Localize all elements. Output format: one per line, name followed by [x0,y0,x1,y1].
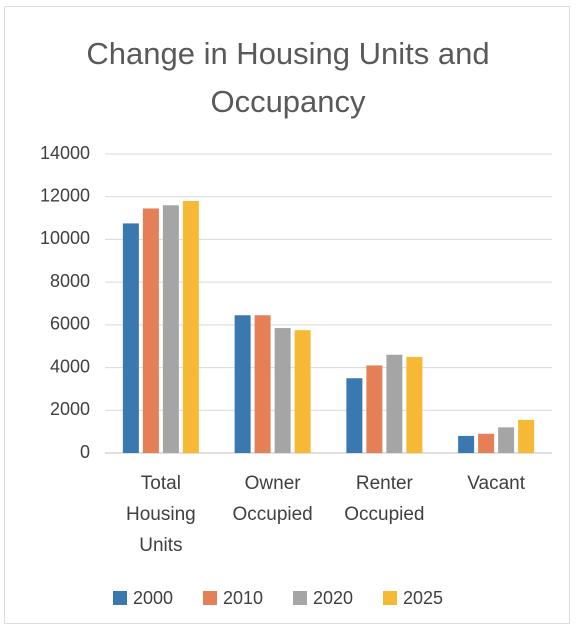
legend-swatch [383,591,397,605]
y-tick-label: 8000 [50,271,90,291]
legend-label: 2010 [223,588,263,608]
y-tick-label: 12000 [40,185,90,205]
legend-label: 2020 [313,588,353,608]
bar [234,315,251,453]
legend-swatch [293,591,307,605]
legend-label: 2000 [133,588,173,608]
x-tick-label: Total Housing Units [126,473,196,556]
bar [518,419,535,453]
bar [182,200,199,453]
y-tick-label: 2000 [50,399,90,419]
legend-label: 2025 [403,588,443,608]
bar [366,365,383,453]
bar [294,330,311,453]
chart-title: Change in Housing Units and Occupancy [86,36,490,119]
y-tick-label: 4000 [50,356,90,376]
y-tick-label: 10000 [40,228,90,248]
legend-swatch [113,591,127,605]
bar [406,356,423,453]
bar [458,435,475,453]
y-tick-label: 14000 [40,143,90,163]
x-tick-label: Renter Occupied [344,473,425,525]
bar [142,208,159,453]
bar [274,328,291,453]
bar [122,223,139,453]
x-tick-label: Vacant [467,473,525,494]
y-tick-label: 6000 [50,314,90,334]
x-tick-label: Owner Occupied [232,473,313,525]
legend-swatch [203,591,217,605]
chart-border [4,6,570,624]
bar [478,433,495,453]
bar [386,354,403,453]
bar [162,205,179,453]
bar [498,427,515,453]
y-tick-label: 0 [80,442,90,462]
bar [346,378,363,453]
bar [254,315,271,453]
